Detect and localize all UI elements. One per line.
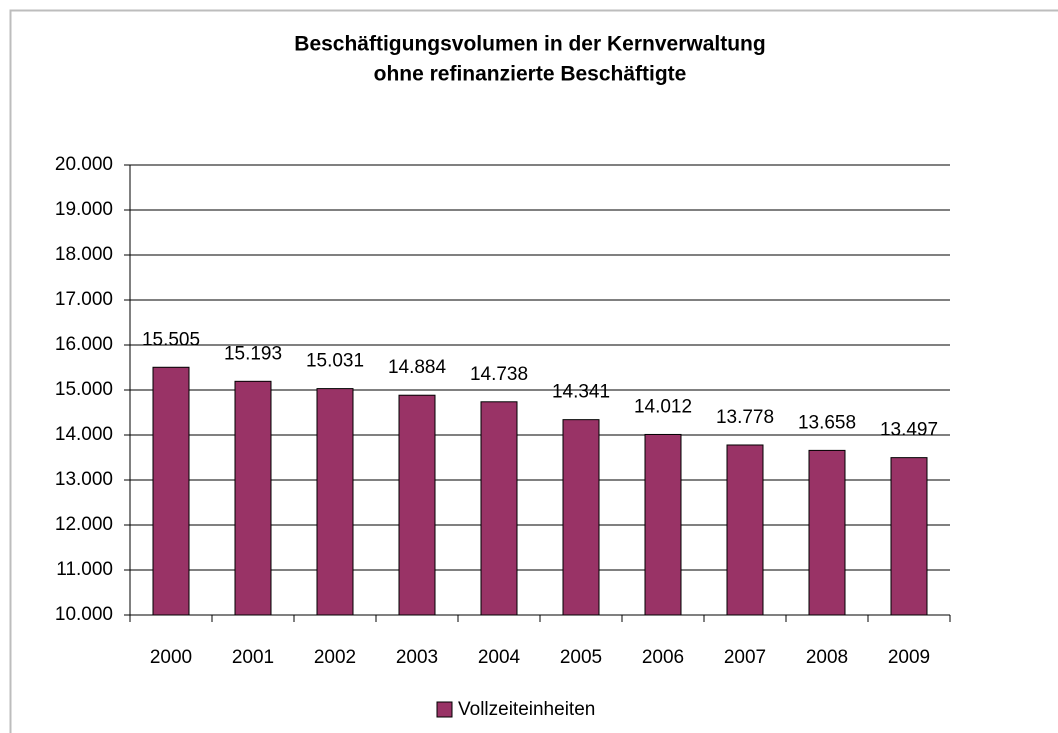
bar [808,449,846,616]
data-label: 15.193 [224,343,282,364]
x-tick-label: 2004 [478,647,521,668]
data-label: 15.505 [142,329,200,350]
chart-title: Beschäftigungsvolumen in der Kernverwalt… [294,33,765,56]
y-tick-label: 18.000 [55,244,113,265]
y-tick-label: 13.000 [55,469,113,490]
y-tick-label: 20.000 [55,154,113,175]
data-label: 13.497 [880,420,938,441]
y-tick-label: 19.000 [55,199,113,220]
y-tick-label: 11.000 [56,559,113,580]
data-label: 14.012 [634,396,692,417]
bar [726,444,764,616]
x-tick-label: 2009 [888,647,930,668]
x-tick-label: 2000 [150,647,192,668]
x-tick-label: 2001 [232,647,274,668]
y-tick-label: 16.000 [55,334,113,355]
bar [398,394,436,616]
x-tick-label: 2007 [724,647,766,668]
y-tick-label: 10.000 [55,604,113,625]
y-tick-label: 12.000 [55,514,113,535]
legend-swatch [436,701,453,718]
bar [234,380,272,616]
x-tick-label: 2005 [560,647,602,668]
data-label: 14.341 [552,382,610,403]
bar [890,457,928,616]
chart-title: ohne refinanzierte Beschäftigte [374,63,687,86]
bar [480,401,518,616]
bar [316,388,354,616]
data-label: 13.778 [716,407,774,428]
bar [562,419,600,616]
y-tick-label: 17.000 [55,289,113,310]
data-label: 13.658 [798,412,856,433]
data-label: 15.031 [306,351,364,372]
y-tick-label: 14.000 [55,424,113,445]
x-tick-label: 2008 [806,647,848,668]
x-tick-label: 2006 [642,647,684,668]
legend-label: Vollzeiteinheiten [458,699,595,720]
y-tick-label: 15.000 [55,379,113,400]
x-tick-label: 2003 [396,647,438,668]
data-label: 14.738 [470,364,528,385]
bar [152,366,190,616]
bar [644,433,682,616]
x-tick-label: 2002 [314,647,356,668]
data-label: 14.884 [388,357,447,378]
